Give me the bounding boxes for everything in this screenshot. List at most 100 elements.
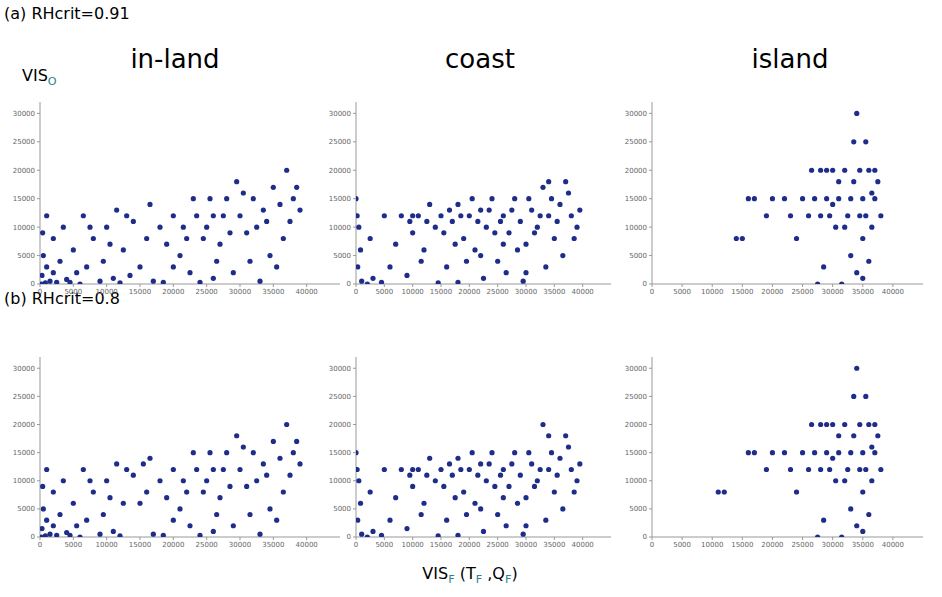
- svg-text:15000: 15000: [329, 195, 351, 203]
- svg-text:20000: 20000: [458, 288, 480, 296]
- svg-text:5000: 5000: [375, 541, 393, 549]
- svg-text:30000: 30000: [329, 365, 351, 373]
- svg-text:35000: 35000: [543, 541, 565, 549]
- html-text:island: island: [751, 44, 829, 74]
- svg-text:20000: 20000: [13, 421, 35, 429]
- svg-text:40000: 40000: [572, 541, 594, 549]
- svg-text:10000: 10000: [625, 224, 647, 232]
- svg-text:5000: 5000: [64, 288, 82, 296]
- svg-text:25000: 25000: [329, 138, 351, 146]
- svg-text:20000: 20000: [162, 541, 184, 549]
- svg-text:40000: 40000: [296, 288, 318, 296]
- svg-text:30000: 30000: [515, 541, 537, 549]
- svg-text:35000: 35000: [543, 288, 565, 296]
- svg-text:10000: 10000: [329, 477, 351, 485]
- svg-text:15000: 15000: [625, 449, 647, 457]
- svg-text:25000: 25000: [13, 393, 35, 401]
- svg-text:20000: 20000: [625, 421, 647, 429]
- svg-text:0: 0: [38, 288, 42, 296]
- svg-text:40000: 40000: [882, 541, 904, 549]
- svg-text:5000: 5000: [629, 505, 647, 513]
- svg-text:15000: 15000: [430, 288, 452, 296]
- svg-text:10000: 10000: [13, 224, 35, 232]
- svg-text:5000: 5000: [17, 252, 35, 260]
- svg-text:25000: 25000: [791, 541, 813, 549]
- svg-text:40000: 40000: [296, 541, 318, 549]
- svg-text:20000: 20000: [13, 167, 35, 175]
- svg-text:15000: 15000: [329, 449, 351, 457]
- svg-text:20000: 20000: [761, 541, 783, 549]
- svg-text:25000: 25000: [487, 541, 509, 549]
- svg-text:10000: 10000: [13, 477, 35, 485]
- svg-text:0: 0: [38, 541, 42, 549]
- svg-text:10000: 10000: [625, 477, 647, 485]
- svg-text:0: 0: [31, 533, 35, 541]
- svg-text:35000: 35000: [852, 288, 874, 296]
- svg-text:5000: 5000: [333, 505, 351, 513]
- svg-text:5000: 5000: [629, 252, 647, 260]
- svg-text:35000: 35000: [262, 541, 284, 549]
- svg-text:0: 0: [643, 280, 647, 288]
- svg-text:30000: 30000: [822, 288, 844, 296]
- svg-text:40000: 40000: [882, 288, 904, 296]
- svg-text:20000: 20000: [458, 541, 480, 549]
- html-text:coast: coast: [445, 44, 515, 74]
- svg-text:5000: 5000: [17, 505, 35, 513]
- html-text:VISO: VISO: [22, 66, 57, 89]
- svg-text:15000: 15000: [731, 288, 753, 296]
- svg-text:0: 0: [354, 541, 358, 549]
- svg-text:20000: 20000: [162, 288, 184, 296]
- svg-text:10000: 10000: [701, 541, 723, 549]
- svg-text:25000: 25000: [487, 288, 509, 296]
- svg-text:10000: 10000: [402, 541, 424, 549]
- svg-text:20000: 20000: [625, 167, 647, 175]
- svg-text:0: 0: [347, 533, 351, 541]
- svg-text:20000: 20000: [329, 167, 351, 175]
- svg-text:25000: 25000: [329, 393, 351, 401]
- svg-text:30000: 30000: [822, 541, 844, 549]
- svg-text:10000: 10000: [701, 288, 723, 296]
- svg-text:30000: 30000: [329, 110, 351, 118]
- svg-text:25000: 25000: [625, 138, 647, 146]
- svg-text:15000: 15000: [13, 195, 35, 203]
- svg-text:15000: 15000: [129, 541, 151, 549]
- svg-text:30000: 30000: [625, 365, 647, 373]
- svg-text:5000: 5000: [64, 541, 82, 549]
- svg-text:30000: 30000: [229, 541, 251, 549]
- svg-text:0: 0: [650, 541, 654, 549]
- svg-text:15000: 15000: [13, 449, 35, 457]
- svg-text:25000: 25000: [196, 541, 218, 549]
- svg-text:0: 0: [31, 280, 35, 288]
- svg-text:20000: 20000: [329, 421, 351, 429]
- svg-text:10000: 10000: [96, 541, 118, 549]
- svg-text:10000: 10000: [402, 288, 424, 296]
- svg-text:35000: 35000: [852, 541, 874, 549]
- svg-text:0: 0: [650, 288, 654, 296]
- svg-text:25000: 25000: [625, 393, 647, 401]
- svg-text:25000: 25000: [196, 288, 218, 296]
- svg-text:5000: 5000: [673, 541, 691, 549]
- svg-text:10000: 10000: [96, 288, 118, 296]
- svg-text:20000: 20000: [761, 288, 783, 296]
- svg-text:0: 0: [347, 280, 351, 288]
- svg-text:5000: 5000: [375, 288, 393, 296]
- svg-text:15000: 15000: [129, 288, 151, 296]
- svg-text:15000: 15000: [731, 541, 753, 549]
- svg-text:15000: 15000: [430, 541, 452, 549]
- svg-text:30000: 30000: [13, 110, 35, 118]
- svg-text:0: 0: [643, 533, 647, 541]
- svg-text:15000: 15000: [625, 195, 647, 203]
- svg-text:5000: 5000: [333, 252, 351, 260]
- svg-text:25000: 25000: [791, 288, 813, 296]
- svg-text:5000: 5000: [673, 288, 691, 296]
- svg-text:10000: 10000: [329, 224, 351, 232]
- svg-text:30000: 30000: [13, 365, 35, 373]
- svg-text:30000: 30000: [625, 110, 647, 118]
- svg-text:0: 0: [354, 288, 358, 296]
- svg-text:30000: 30000: [515, 288, 537, 296]
- svg-text:30000: 30000: [229, 288, 251, 296]
- svg-text:25000: 25000: [13, 138, 35, 146]
- svg-text:35000: 35000: [262, 288, 284, 296]
- svg-text:40000: 40000: [572, 288, 594, 296]
- html-text:in-land: in-land: [130, 44, 220, 74]
